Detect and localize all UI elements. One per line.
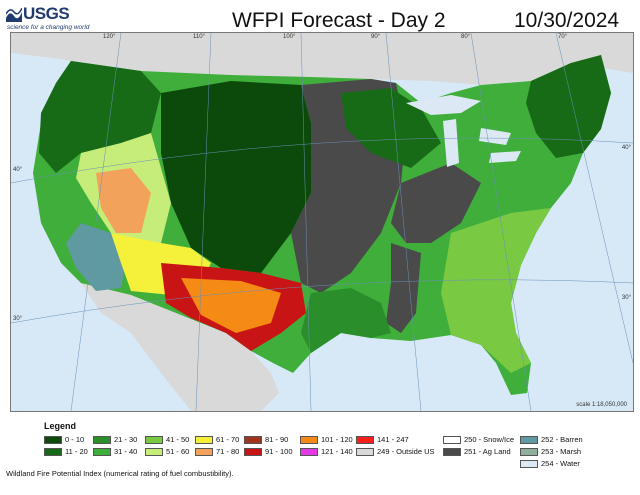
lon-tick-70: 70° bbox=[558, 34, 568, 40]
region-delta-ag bbox=[386, 243, 421, 333]
canada-landmass bbox=[11, 33, 633, 85]
mexico-landmass bbox=[81, 283, 279, 411]
great-lakes bbox=[406, 95, 521, 167]
lon-tick-90: 90° bbox=[371, 34, 381, 40]
lat-tick-30-right: 30° bbox=[621, 295, 631, 301]
region-midwest-ag bbox=[391, 163, 481, 243]
lon-tick-110: 110° bbox=[193, 34, 205, 40]
usgs-logo: USGS science for a changing world bbox=[6, 4, 116, 34]
lon-tick-80: 80° bbox=[461, 34, 471, 40]
wfpi-map: 120° 110° 100° 90° 80° 70° 40° 30° 40° 3… bbox=[10, 32, 634, 412]
usgs-logo-mark-icon bbox=[6, 7, 22, 22]
region-northwest bbox=[39, 61, 161, 173]
region-southwest-barren bbox=[66, 223, 126, 291]
logo-text: USGS bbox=[23, 4, 70, 23]
region-northeast bbox=[526, 55, 611, 158]
map-canvas bbox=[11, 33, 633, 411]
region-rockies bbox=[161, 81, 311, 273]
forecast-date: 10/30/2024 bbox=[514, 9, 620, 32]
region-northwoods bbox=[341, 88, 441, 168]
region-southeast bbox=[441, 208, 551, 373]
graticule bbox=[11, 33, 633, 411]
lat-tick-40-left: 40° bbox=[13, 167, 23, 173]
lon-tick-120: 120° bbox=[103, 34, 116, 40]
legend-title: Legend bbox=[44, 421, 77, 431]
map-scale: scale 1:18,050,000 bbox=[576, 402, 627, 408]
region-texas-orange bbox=[181, 278, 281, 333]
logo-tagline: science for a changing world bbox=[7, 24, 90, 31]
lat-tick-40-right: 40° bbox=[621, 145, 631, 151]
map-title: WFPI Forecast - Day 2 bbox=[232, 9, 446, 32]
region-gulf-coast bbox=[301, 288, 391, 353]
lon-tick-100: 100° bbox=[283, 34, 296, 40]
region-nevada-hot bbox=[96, 168, 151, 233]
lat-tick-30-left: 30° bbox=[13, 316, 23, 322]
footer-note: Wildland Fire Potential Index (numerical… bbox=[6, 469, 234, 478]
